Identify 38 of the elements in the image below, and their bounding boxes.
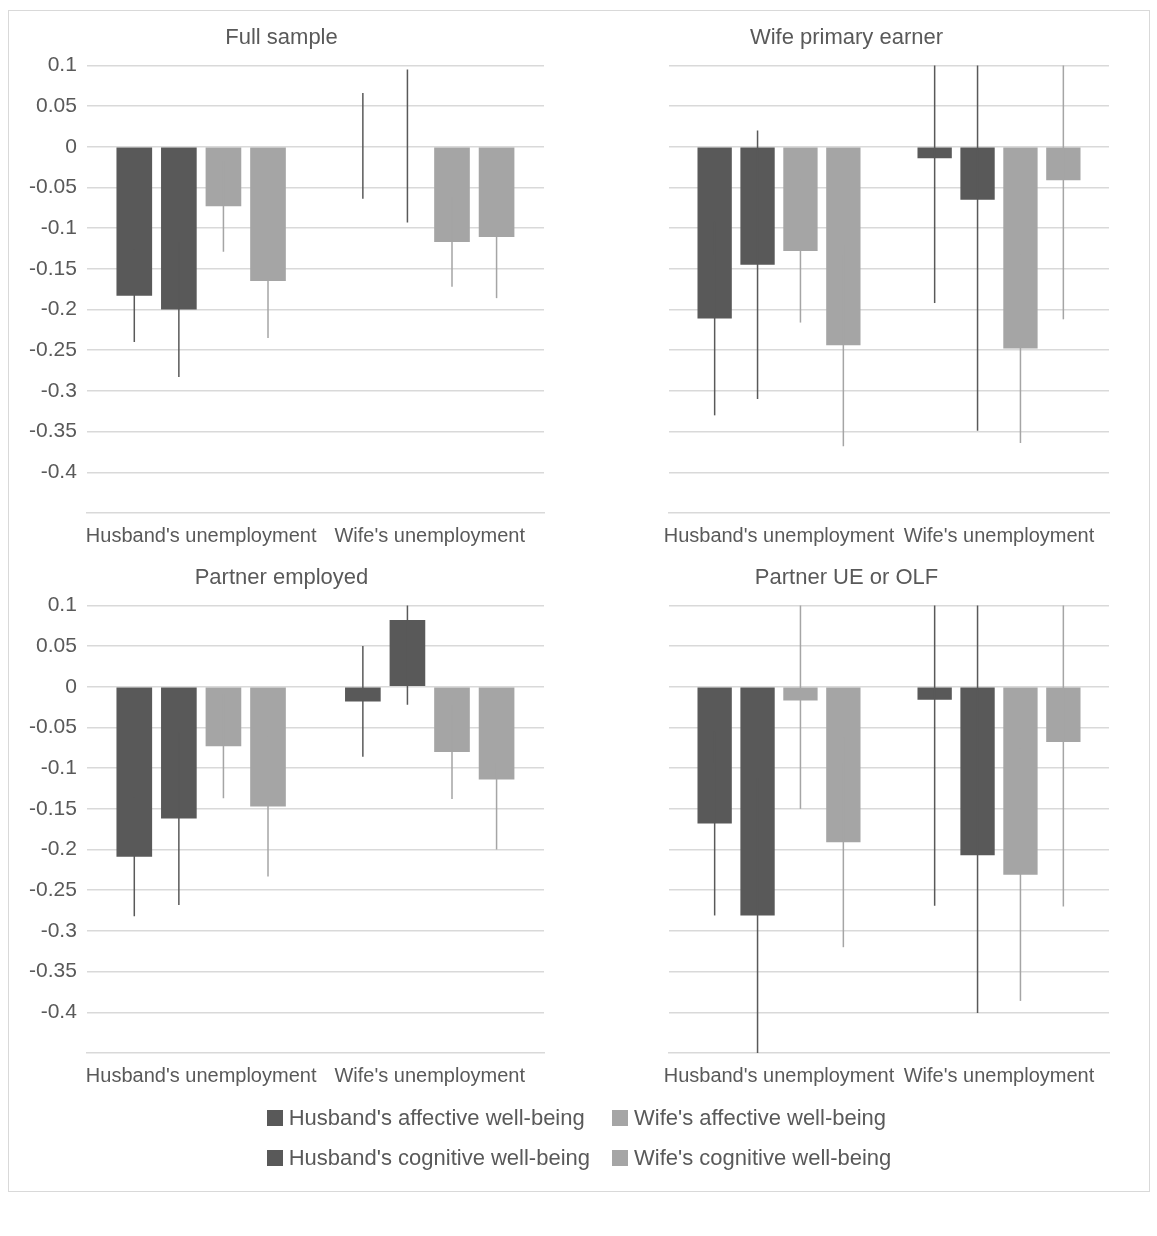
y-tick-label: -0.4 — [40, 999, 78, 1023]
y-tick-label: -0.2 — [40, 836, 77, 860]
y-tick-label: 0.05 — [35, 632, 77, 656]
legend-label: Wife's cognitive well-being — [634, 1145, 892, 1171]
y-tick-label: -0.2 — [40, 296, 77, 320]
legend-label: Husband's cognitive well-being — [288, 1145, 591, 1171]
y-tick-label: 0 — [65, 133, 77, 157]
y-tick-label: -0.35 — [28, 418, 77, 442]
x-tick-label: Husband's unemployment — [85, 1063, 317, 1086]
y-tick-label: -0.1 — [40, 754, 77, 778]
x-tick-label: Husband's unemployment — [663, 1063, 895, 1086]
y-tick-label: -0.3 — [40, 917, 77, 941]
y-tick-label: -0.25 — [28, 337, 77, 361]
chart-title: Partner employed — [194, 564, 369, 590]
x-tick-label: Wife's unemployment — [903, 523, 1095, 546]
x-tick-label: Husband's unemployment — [663, 523, 895, 546]
y-tick-label: -0.3 — [40, 377, 77, 401]
y-tick-label: 0.1 — [47, 52, 77, 76]
y-tick-label: -0.35 — [28, 958, 77, 982]
y-tick-label: -0.05 — [28, 714, 77, 738]
y-tick-label: -0.05 — [28, 174, 77, 198]
y-tick-label: 0.05 — [35, 92, 77, 116]
y-tick-label: -0.1 — [40, 214, 77, 238]
y-tick-label: -0.15 — [28, 255, 77, 279]
legend-label: Wife's affective well-being — [634, 1105, 887, 1131]
legend-label: Husband's affective well-being — [288, 1105, 585, 1131]
y-tick-label: -0.15 — [28, 795, 77, 819]
y-tick-label: 0.1 — [47, 592, 77, 616]
y-tick-label: -0.25 — [28, 877, 77, 901]
x-tick-label: Wife's unemployment — [903, 1063, 1095, 1086]
y-tick-label: 0 — [65, 673, 77, 697]
x-tick-label: Wife's unemployment — [334, 1063, 526, 1086]
chart-title: Partner UE or OLF — [754, 564, 939, 590]
chart-title: Wife primary earner — [749, 24, 944, 50]
x-tick-label: Wife's unemployment — [334, 523, 526, 546]
y-tick-label: -0.4 — [40, 459, 78, 483]
x-tick-label: Husband's unemployment — [85, 523, 317, 546]
chart-title: Full sample — [225, 24, 338, 50]
